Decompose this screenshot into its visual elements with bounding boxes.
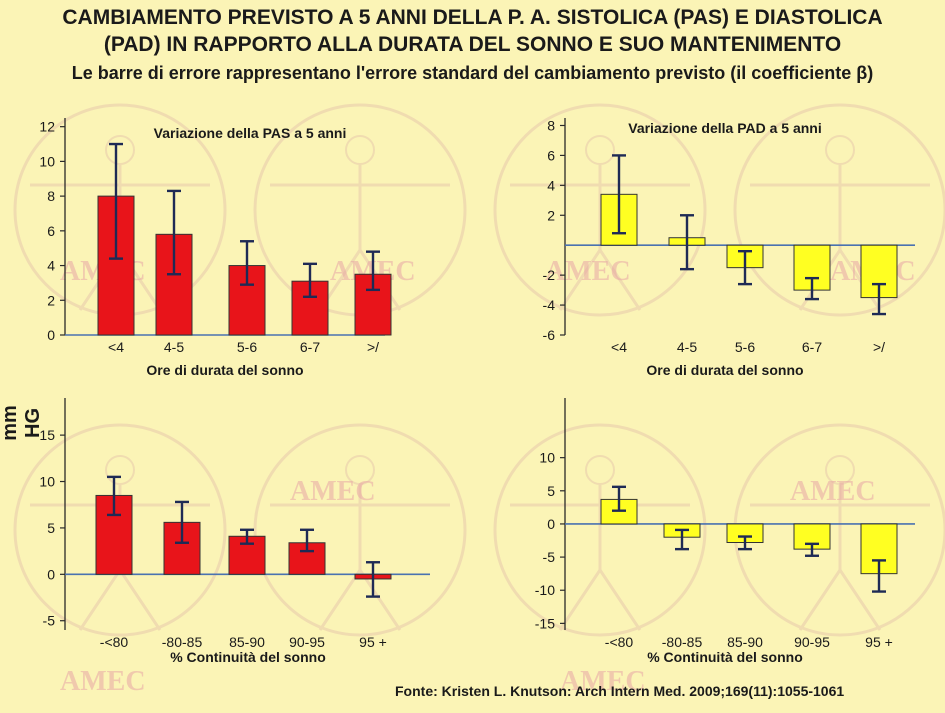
- vitruvian-circle: [733, 103, 945, 317]
- y-tick-label: 5: [47, 520, 55, 536]
- y-tick-label: 6: [47, 223, 55, 239]
- vitruvian-circle: [13, 423, 227, 637]
- x-axis-label: Ore di durata del sonno: [146, 362, 303, 378]
- category-label: 90-95: [794, 634, 830, 650]
- category-label: >/: [367, 339, 379, 355]
- y-tick-label: 2: [547, 207, 555, 223]
- title-line-1: CAMBIAMENTO PREVISTO A 5 ANNI DELLA P. A…: [62, 6, 883, 29]
- y-tick-label: -2: [543, 267, 556, 283]
- vitruvian-head: [105, 455, 135, 485]
- x-axis-label: % Continuità del sonno: [170, 649, 326, 665]
- y-tick-label: -4: [543, 297, 556, 313]
- x-axis-label: % Continuità del sonno: [647, 649, 803, 665]
- amec-watermark: AMEC: [560, 666, 646, 697]
- y-tick-label: 10: [39, 153, 55, 169]
- y-tick-label: 4: [47, 258, 55, 274]
- vitruvian-circle: [493, 423, 707, 637]
- vitruvian-head: [825, 135, 855, 165]
- y-tick-label: 10: [39, 474, 55, 490]
- category-label: 85-90: [727, 634, 763, 650]
- vitruvian-leg: [118, 569, 162, 631]
- category-label: -<80: [100, 634, 129, 650]
- y-tick-label: 5: [547, 483, 555, 499]
- y-tick-label: 0: [547, 516, 555, 532]
- y-tick-label: 8: [47, 188, 55, 204]
- category-label: <4: [108, 339, 124, 355]
- vitruvian-head: [825, 455, 855, 485]
- category-label: 85-90: [229, 634, 265, 650]
- vitruvian-leg: [318, 569, 362, 631]
- y-tick-label: 0: [47, 327, 55, 343]
- x-axis-label: Ore di durata del sonno: [646, 362, 803, 378]
- dbp-duration-group: -6 -4 -2 2 4 6 8 <4 4-5 5-6 6-7 >/ Variazione della …: [543, 117, 915, 378]
- subtitle: Le barre di errore rappresentano l'error…: [71, 63, 874, 83]
- dbp-continuity-group: -15 -10 -5 0 5 10 -<80 -80-85 85-90 90-95 95 + % Co…: [535, 398, 915, 665]
- vitruvian-circle: [253, 423, 467, 637]
- vitruvian-circle: [493, 103, 707, 317]
- amec-watermark: AMEC: [290, 476, 376, 507]
- sbp-continuity-group: -5 0 5 10 15 -<80 -80-85 85-90 90-95 95 + % Contin…: [39, 398, 430, 665]
- category-label: 5-6: [735, 339, 755, 355]
- vitruvian-leg: [838, 569, 882, 631]
- chart-title: Variazione della PAS a 5 anni: [154, 125, 347, 141]
- category-label: 90-95: [289, 634, 325, 650]
- vitruvian-leg: [78, 569, 122, 631]
- bar: [860, 244, 898, 299]
- title-line-2: (PAD) IN RAPPORTO ALLA DURATA DEL SONNO …: [103, 33, 842, 56]
- category-label: -<80: [605, 634, 634, 650]
- vitruvian-leg: [558, 569, 602, 631]
- category-label: 6-7: [802, 339, 822, 355]
- y-tick-label: 10: [539, 450, 555, 466]
- vitruvian-leg: [558, 249, 602, 311]
- y-tick-label: -6: [543, 327, 556, 343]
- category-label: 95 +: [359, 634, 387, 650]
- vitruvian-head: [585, 135, 615, 165]
- category-label: <4: [611, 339, 627, 355]
- category-label: 4-5: [677, 339, 697, 355]
- vitruvian-leg: [838, 249, 882, 311]
- source-citation: Fonte: Kristen L. Knutson: Arch Intern M…: [395, 683, 845, 699]
- vitruvian-leg: [598, 249, 642, 311]
- sbp-duration-group: 0 2 4 6 8 10 12 <4 4-5 5-6 6-7 >/ Variazione della P…: [39, 118, 392, 378]
- y-tick-label: -5: [543, 549, 556, 565]
- category-label: >/: [873, 339, 885, 355]
- y-tick-label: 12: [39, 119, 55, 135]
- vitruvian-head: [105, 135, 135, 165]
- category-label: 6-7: [300, 339, 320, 355]
- amec-watermark: AMEC: [545, 256, 631, 287]
- y-tick-label: 4: [547, 177, 555, 193]
- y-tick-label: -15: [535, 615, 555, 631]
- category-label: 4-5: [164, 339, 184, 355]
- vitruvian-head: [585, 455, 615, 485]
- category-label: -80-85: [662, 634, 703, 650]
- vitruvian-leg: [358, 569, 402, 631]
- vitruvian-leg: [598, 569, 642, 631]
- category-label: 95 +: [865, 634, 893, 650]
- category-label: 5-6: [237, 339, 257, 355]
- chart-title: Variazione della PAD a 5 anni: [628, 120, 821, 136]
- y-tick-label: 2: [47, 292, 55, 308]
- y-tick-label: 15: [39, 427, 55, 443]
- amec-watermark: AMEC: [790, 476, 876, 507]
- category-label: -80-85: [162, 634, 203, 650]
- vitruvian-head: [345, 135, 375, 165]
- y-tick-label: 8: [547, 117, 555, 133]
- y-tick-label: 0: [47, 566, 55, 582]
- y-tick-label: 6: [547, 147, 555, 163]
- y-tick-label: -10: [535, 582, 555, 598]
- vitruvian-head: [345, 455, 375, 485]
- y-tick-label: -5: [43, 613, 56, 629]
- vitruvian-leg: [798, 569, 842, 631]
- amec-watermark: AMEC: [60, 666, 146, 697]
